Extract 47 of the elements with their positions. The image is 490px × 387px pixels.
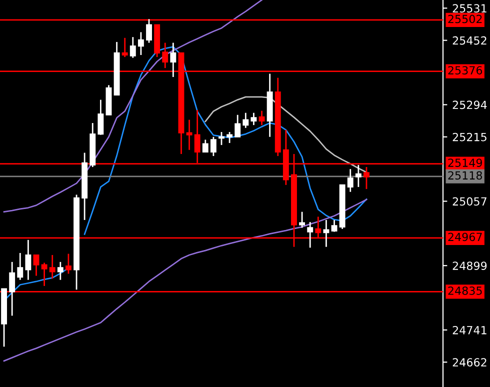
ref-line-label: 25118 [448, 171, 482, 180]
candlestick [33, 254, 40, 276]
candlestick [331, 219, 338, 232]
ref-line-label: 24835 [448, 286, 482, 295]
ref-line-label: 25502 [448, 14, 482, 24]
candlestick [98, 99, 104, 136]
ref-line-label: 24967 [448, 232, 482, 242]
y-tick-label: 25531 [452, 4, 486, 13]
candlestick [170, 42, 176, 78]
candlestick [364, 166, 370, 190]
candlestick [242, 112, 249, 129]
ref-line-label: 25376 [448, 66, 482, 75]
candlestick [202, 139, 208, 153]
y-tick-label: 24899 [452, 262, 487, 270]
candlestick [347, 168, 354, 193]
candlestick [323, 219, 330, 248]
line-series [3, 0, 262, 213]
candlestick [186, 119, 192, 151]
candlestick [218, 131, 224, 146]
candlestick [234, 114, 241, 138]
candlestick [146, 18, 152, 44]
y-tick-label: 25452 [452, 36, 486, 45]
candlestick [226, 131, 233, 144]
candlestick [25, 239, 32, 281]
candlestick [41, 262, 48, 287]
candlestick [17, 252, 24, 281]
line-series [3, 198, 368, 362]
candlestick [65, 253, 72, 274]
candlestick [355, 164, 362, 188]
candlestick [57, 261, 64, 281]
candlestick [162, 42, 168, 69]
candlestick [9, 261, 16, 316]
candlestick [138, 31, 144, 56]
y-tick-label: 24741 [452, 326, 486, 334]
y-tick-label: 25057 [452, 197, 486, 206]
candlestick [258, 110, 265, 126]
candlestick [250, 112, 257, 126]
y-tick-label: 25294 [452, 100, 487, 110]
candlestick [299, 211, 306, 228]
candlestick [130, 36, 136, 59]
candlestick [122, 37, 128, 58]
ref-line-label: 25149 [448, 158, 482, 167]
candlestick [49, 254, 56, 280]
y-tick-label: 24662 [452, 358, 486, 367]
candlestick [210, 136, 216, 157]
candlestick [307, 221, 314, 248]
y-tick-label: 25215 [452, 132, 486, 142]
